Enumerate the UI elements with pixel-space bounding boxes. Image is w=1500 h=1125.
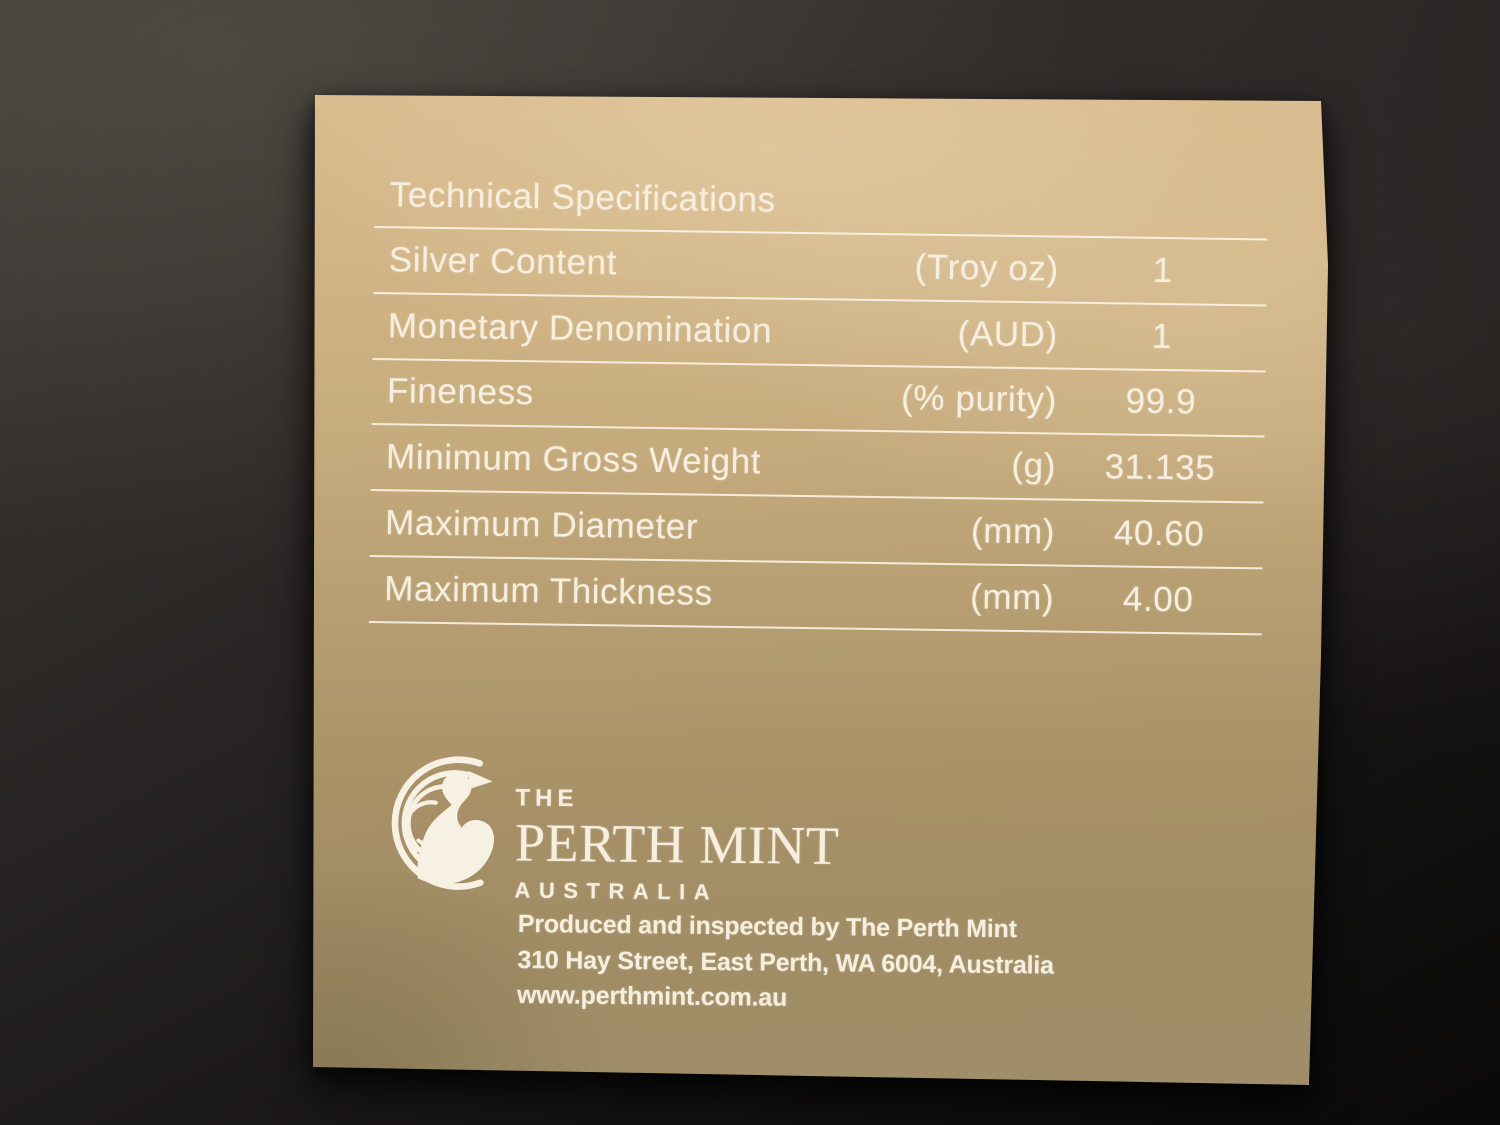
spec-unit: (Troy oz) <box>914 247 1060 289</box>
spec-unit: (% purity) <box>900 378 1058 421</box>
spec-value: 1 <box>1151 316 1173 356</box>
footer-line-website: www.perthmint.com.au <box>516 980 788 1012</box>
brand-name: PERTH MINT <box>514 812 840 876</box>
spec-label: Minimum Gross Weight <box>385 437 762 482</box>
spec-row: Minimum Gross Weight (g) 31.135 <box>370 425 1265 504</box>
spec-row: Monetary Denomination (AUD) 1 <box>372 293 1267 373</box>
spec-label: Fineness <box>386 371 535 413</box>
footer-block: Produced and inspected by The Perth Mint… <box>517 907 1055 1019</box>
spec-unit: (g) <box>1011 446 1057 486</box>
spec-value: 1 <box>1152 250 1174 291</box>
spec-label: Monetary Denomination <box>387 305 773 351</box>
certificate-card: Technical Specifications Silver Content … <box>313 95 1328 1085</box>
spec-row: Maximum Thickness (mm) 4.00 <box>368 556 1263 636</box>
spec-value: 31.135 <box>1104 447 1216 489</box>
spec-label: Silver Content <box>388 240 618 283</box>
brand-text: THE PERTH MINT AUSTRALIA <box>514 749 840 907</box>
footer-line-produced: Produced and inspected by The Perth Mint <box>517 909 1017 944</box>
brand-block: THE PERTH MINT AUSTRALIA <box>368 747 840 907</box>
spec-row: Maximum Diameter (mm) 40.60 <box>369 491 1264 570</box>
brand-country: AUSTRALIA <box>514 877 719 905</box>
spec-value: 40.60 <box>1113 513 1205 554</box>
spec-label: Maximum Thickness <box>383 569 714 613</box>
spec-table-rows: Silver Content (Troy oz) 1 Monetary Deno… <box>368 227 1268 636</box>
spec-value: 99.9 <box>1125 381 1197 422</box>
brand-prefix: THE <box>515 784 579 813</box>
spec-value: 4.00 <box>1122 579 1194 620</box>
spec-unit: (mm) <box>969 577 1055 618</box>
spec-unit: (AUD) <box>957 313 1059 355</box>
spec-row: Silver Content (Troy oz) 1 <box>373 227 1268 307</box>
swan-icon <box>391 756 495 890</box>
footer-line-address: 310 Hay Street, East Perth, WA 6004, Aus… <box>517 945 1054 980</box>
spec-label: Maximum Diameter <box>384 503 699 547</box>
spec-table: Technical Specifications Silver Content … <box>368 175 1268 636</box>
spec-row: Fineness (% purity) 99.9 <box>371 359 1266 438</box>
spec-unit: (mm) <box>970 511 1056 552</box>
